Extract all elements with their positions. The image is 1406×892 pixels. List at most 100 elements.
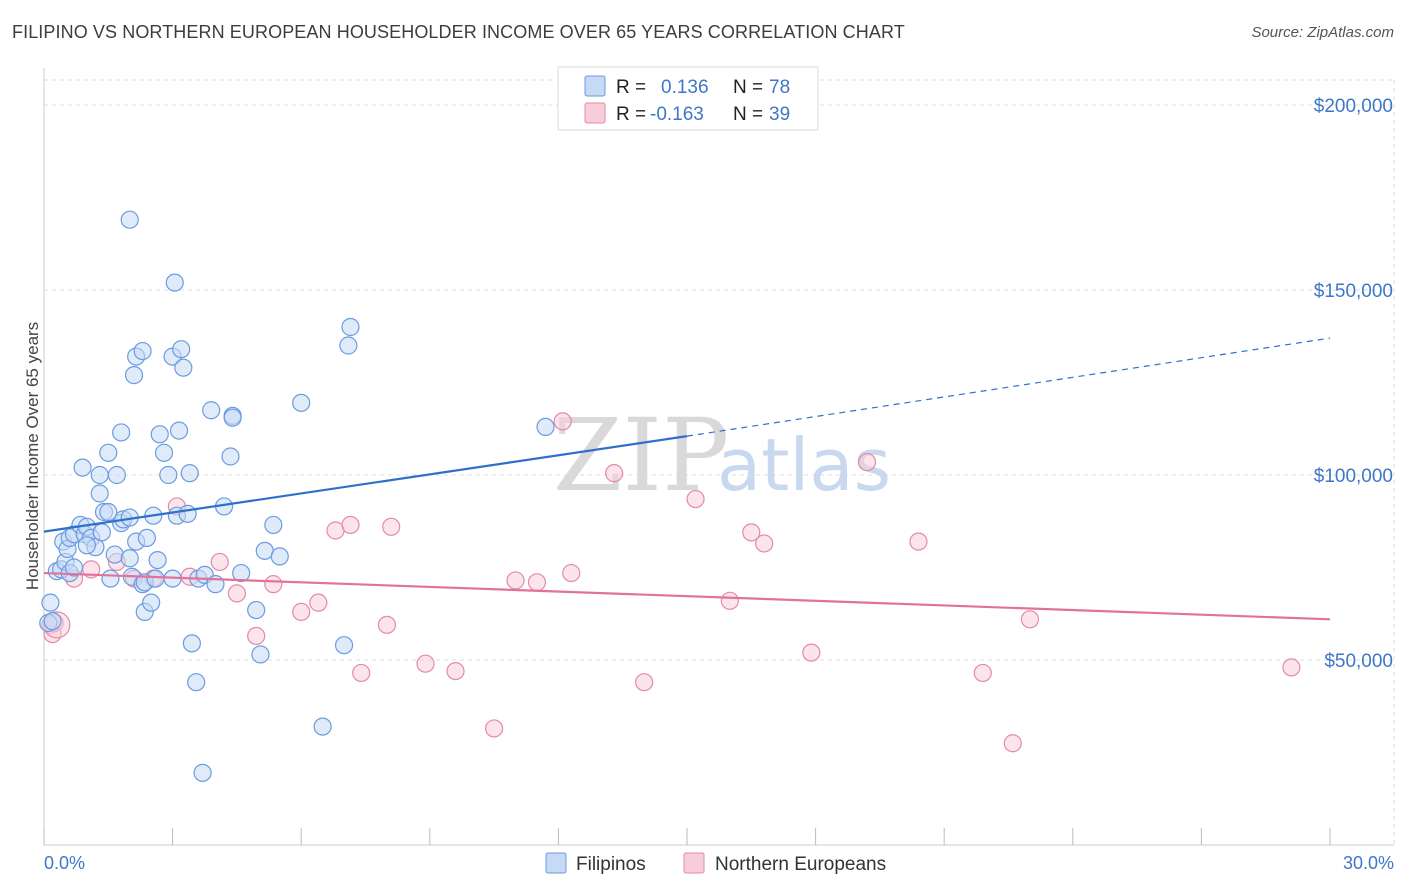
watermark: ZIP atlas — [553, 397, 891, 514]
filipinos-trend-extension — [686, 337, 1331, 437]
filipinos-point-33 — [120, 549, 139, 568]
northern-point-23 — [485, 719, 504, 738]
x-tick-labels: 0.0% 30.0% — [44, 853, 1394, 873]
northern-point-21 — [416, 654, 435, 673]
series-filipinos — [39, 210, 555, 782]
northern-point-24 — [506, 571, 525, 590]
filipinos-point-24 — [101, 569, 120, 588]
filipinos-point-49 — [159, 465, 178, 485]
legend-bottom-northern-label: Northern Europeans — [715, 854, 886, 875]
northern-point-29 — [635, 673, 654, 692]
northern-point-27 — [562, 563, 581, 583]
filipinos-point-25 — [99, 443, 118, 462]
y-tick-label-2: $150,000 — [1314, 281, 1393, 302]
trend-lines — [43, 337, 1331, 621]
filipinos-point-31 — [120, 210, 139, 229]
filipinos-point-19 — [90, 484, 109, 503]
filipinos-point-45 — [146, 569, 165, 588]
northern-point-13 — [264, 575, 283, 594]
northern-point-11 — [227, 584, 246, 603]
northern-point-25 — [527, 573, 547, 592]
northern-point-20 — [382, 517, 401, 536]
y-tick-label-3: $200,000 — [1314, 96, 1393, 117]
northern-point-39 — [1020, 610, 1040, 629]
filipinos-point-27 — [107, 465, 126, 485]
filipinos-point-1 — [41, 593, 60, 612]
filipinos-point-29 — [112, 423, 131, 442]
filipinos-point-71 — [247, 600, 266, 620]
legend-bottom-filipinos-label: Filipinos — [576, 854, 646, 875]
northern-point-38 — [1003, 734, 1022, 753]
northern-point-22 — [446, 661, 465, 681]
y-tick-label-0: $50,000 — [1324, 651, 1393, 672]
filipinos-point-60 — [187, 673, 206, 692]
filipinos-point-70 — [232, 563, 251, 583]
northern-trend-line — [43, 571, 1331, 621]
filipinos-point-52 — [165, 273, 184, 292]
axes — [43, 68, 1394, 846]
legend-northern-n-label: N = — [733, 104, 763, 125]
legend-bottom-filipinos-swatch — [545, 852, 567, 874]
northern-point-30 — [686, 489, 705, 509]
northern-point-40 — [1282, 658, 1301, 677]
filipinos-point-21 — [92, 523, 111, 542]
filipinos-point-54 — [169, 421, 189, 440]
filipinos-point-47 — [150, 425, 169, 444]
northern-point-15 — [309, 593, 328, 612]
legend-bottom: Filipinos Northern Europeans — [545, 852, 886, 875]
northern-point-36 — [909, 532, 928, 551]
filipinos-point-55 — [172, 340, 191, 359]
filipinos-point-59 — [182, 634, 201, 653]
filipinos-point-76 — [292, 393, 311, 412]
legend-filipinos-swatch — [584, 75, 606, 97]
legend-northern-r-value: -0.163 — [650, 104, 704, 125]
filipinos-point-18 — [77, 536, 96, 555]
filipinos-point-17 — [73, 458, 92, 477]
filipinos-point-64 — [202, 401, 221, 420]
x-tick-label-0: 0.0% — [44, 853, 85, 873]
filipinos-point-20 — [90, 465, 109, 485]
legend-northern-r-label: R = — [616, 104, 646, 125]
filipinos-point-38 — [133, 341, 152, 361]
legend-top: R = 0.136 N = 78 R = -0.163 N = 39 — [557, 66, 819, 131]
filipinos-point-56 — [174, 358, 193, 377]
x-tick-label-1: 30.0% — [1343, 853, 1394, 873]
filipinos-point-69 — [223, 408, 242, 427]
filipinos-point-81 — [536, 417, 555, 436]
northern-point-10 — [210, 552, 229, 572]
legend-filipinos-n-value: 78 — [769, 77, 790, 98]
filipinos-point-23 — [99, 502, 118, 522]
northern-point-37 — [973, 663, 992, 683]
y-axis-label: Householder Income Over 65 years — [23, 322, 42, 590]
filipinos-point-26 — [105, 545, 124, 564]
filipinos-point-43 — [142, 593, 161, 612]
chart-title: FILIPINO VS NORTHERN EUROPEAN HOUSEHOLDE… — [12, 22, 905, 42]
northern-point-12 — [247, 626, 266, 646]
filipinos-point-80 — [341, 317, 360, 337]
filipinos-point-62 — [193, 763, 212, 782]
northern-point-35 — [857, 452, 877, 472]
y-tick-labels: $50,000 $100,000 $150,000 $200,000 — [1314, 96, 1393, 672]
legend-bottom-northern-swatch — [683, 852, 705, 874]
northern-point-26 — [553, 412, 572, 431]
northern-point-28 — [605, 464, 624, 483]
filipinos-point-58 — [180, 464, 199, 483]
northern-point-33 — [755, 534, 774, 553]
filipinos-point-79 — [339, 336, 358, 355]
northern-point-19 — [377, 615, 397, 634]
filipinos-trend-line — [43, 435, 688, 533]
filipinos-point-2 — [43, 612, 62, 631]
northern-point-14 — [292, 602, 311, 622]
filipinos-point-72 — [251, 645, 270, 664]
filipinos-point-67 — [221, 447, 240, 466]
y-tick-label-1: $100,000 — [1314, 466, 1393, 487]
northern-point-18 — [352, 663, 371, 683]
legend-filipinos-n-label: N = — [733, 77, 763, 98]
filipinos-point-9 — [64, 558, 84, 577]
northern-point-17 — [341, 515, 360, 535]
northern-point-32 — [742, 523, 761, 542]
legend-northern-n-value: 39 — [769, 104, 790, 125]
filipinos-point-75 — [270, 547, 289, 566]
filipinos-point-57 — [178, 504, 197, 523]
